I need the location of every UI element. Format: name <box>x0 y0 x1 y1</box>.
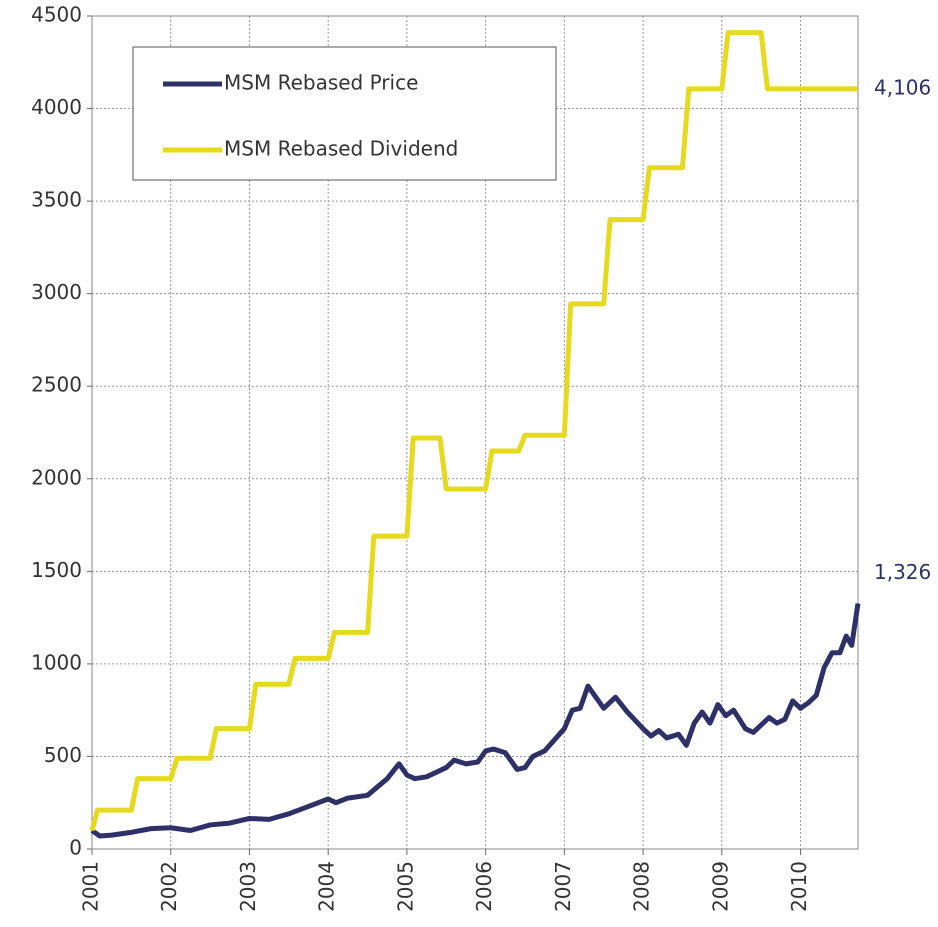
x-tick-label: 2009 <box>708 861 732 912</box>
x-tick-label: 2005 <box>393 861 417 912</box>
x-tick-label: 2002 <box>157 861 181 912</box>
line <box>89 30 858 832</box>
line <box>90 603 861 839</box>
legend-label: MSM Rebased Price <box>224 71 418 95</box>
legend-box <box>132 46 557 181</box>
y-tick-label: 2000 <box>31 465 82 489</box>
y-tick-label: 3500 <box>31 188 82 212</box>
y-tick-label: 1500 <box>31 558 82 582</box>
y-tick-label: 4500 <box>31 3 82 27</box>
x-tick-label: 2006 <box>472 861 496 912</box>
y-tick-label: 0 <box>69 836 82 860</box>
end-label: 4,106 <box>874 75 931 99</box>
y-tick-label: 1000 <box>31 650 82 674</box>
y-tick-label: 2500 <box>31 373 82 397</box>
end-label: 1,326 <box>874 560 931 584</box>
x-tick-label: 2004 <box>315 861 339 912</box>
x-tick-label: 2001 <box>79 861 103 912</box>
x-tick-label: 2008 <box>630 861 654 912</box>
legend-label: MSM Rebased Dividend <box>224 137 458 161</box>
x-tick-label: 2010 <box>787 861 811 912</box>
x-tick-label: 2007 <box>551 861 575 912</box>
y-tick-label: 4000 <box>31 95 82 119</box>
plot-frame <box>91 15 859 850</box>
y-tick-label: 500 <box>44 743 82 767</box>
y-tick-label: 3000 <box>31 280 82 304</box>
x-tick-label: 2003 <box>236 861 260 912</box>
